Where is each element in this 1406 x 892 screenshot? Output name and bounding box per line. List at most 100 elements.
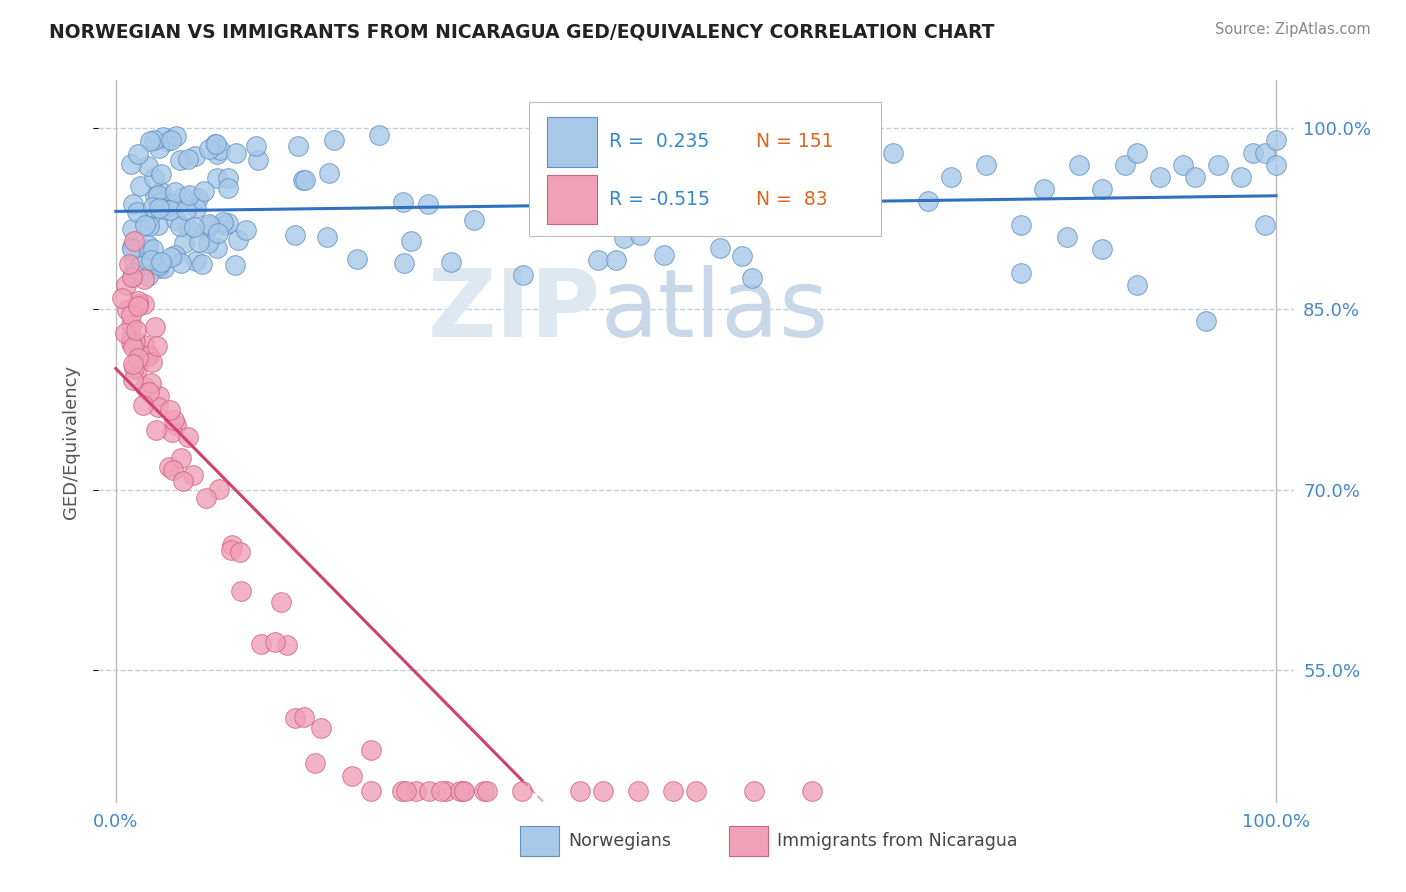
Point: [193, 184, 215, 198]
Point: [229, 584, 252, 599]
Point: [120, 331, 142, 345]
Point: [165, 212, 187, 227]
Point: [142, 133, 165, 147]
Point: [569, 207, 592, 221]
Text: NORWEGIAN VS IMMIGRANTS FROM NICARAGUA GED/EQUIVALENCY CORRELATION CHART: NORWEGIAN VS IMMIGRANTS FROM NICARAGUA G…: [49, 22, 994, 41]
Point: [208, 143, 231, 157]
Point: [724, 154, 747, 169]
Point: [346, 252, 368, 267]
FancyBboxPatch shape: [520, 826, 558, 856]
Point: [709, 241, 731, 255]
Point: [440, 255, 463, 269]
Point: [309, 721, 332, 735]
Point: [173, 235, 195, 250]
Point: [121, 242, 143, 256]
Point: [121, 373, 143, 387]
Point: [225, 146, 247, 161]
Point: [1195, 314, 1218, 328]
Point: [1126, 145, 1149, 160]
Point: [762, 135, 785, 149]
Point: [859, 182, 882, 196]
Point: [148, 202, 170, 216]
Point: [174, 203, 197, 218]
Point: [205, 171, 228, 186]
Point: [138, 384, 160, 399]
Point: [132, 271, 155, 285]
Point: [197, 235, 219, 250]
Point: [1091, 242, 1114, 256]
Point: [148, 141, 170, 155]
Point: [592, 784, 614, 798]
Point: [121, 269, 143, 284]
Point: [221, 538, 243, 552]
Point: [474, 784, 496, 798]
Point: [146, 339, 169, 353]
Point: [165, 128, 187, 143]
Point: [141, 253, 163, 268]
Point: [148, 258, 170, 272]
Point: [121, 240, 143, 254]
Point: [627, 784, 650, 798]
Point: [605, 253, 627, 268]
Point: [159, 132, 181, 146]
Point: [149, 167, 172, 181]
Point: [156, 134, 179, 148]
Point: [176, 153, 198, 167]
Point: [136, 268, 159, 283]
Point: [152, 202, 174, 216]
Point: [160, 251, 183, 265]
Point: [150, 185, 173, 199]
Point: [120, 156, 142, 170]
Point: [111, 291, 134, 305]
Point: [568, 784, 591, 798]
Point: [134, 297, 156, 311]
Point: [194, 491, 217, 505]
Text: ZIP: ZIP: [427, 266, 600, 358]
Point: [824, 158, 846, 172]
Point: [323, 133, 346, 147]
Point: [121, 340, 143, 354]
Point: [169, 219, 191, 233]
Point: [392, 194, 415, 209]
Point: [169, 153, 191, 168]
Point: [742, 784, 765, 798]
Point: [801, 784, 824, 798]
Point: [122, 234, 145, 248]
Point: [360, 743, 382, 757]
Point: [685, 784, 707, 798]
Point: [129, 178, 152, 193]
Point: [148, 261, 170, 276]
Point: [165, 417, 187, 432]
Point: [1056, 230, 1078, 244]
Point: [121, 266, 143, 280]
Point: [172, 475, 194, 489]
Point: [1033, 182, 1056, 196]
Point: [142, 243, 165, 257]
Point: [122, 197, 145, 211]
Point: [835, 205, 858, 219]
Point: [1253, 145, 1275, 160]
Point: [115, 277, 138, 292]
Point: [665, 161, 688, 176]
Point: [1010, 218, 1032, 232]
Point: [122, 357, 145, 371]
Point: [136, 350, 159, 364]
Point: [183, 220, 205, 235]
Point: [212, 215, 235, 229]
Point: [159, 202, 181, 217]
Point: [136, 238, 159, 252]
Point: [1114, 158, 1136, 172]
Point: [139, 376, 162, 390]
Point: [395, 784, 418, 798]
Point: [1265, 133, 1288, 147]
Point: [142, 201, 165, 215]
Point: [882, 145, 904, 160]
Point: [392, 256, 415, 270]
Point: [733, 211, 755, 225]
Point: [177, 430, 200, 444]
Point: [287, 139, 309, 153]
Point: [156, 199, 179, 213]
Point: [1067, 158, 1090, 172]
Point: [134, 218, 156, 232]
Point: [125, 361, 148, 376]
